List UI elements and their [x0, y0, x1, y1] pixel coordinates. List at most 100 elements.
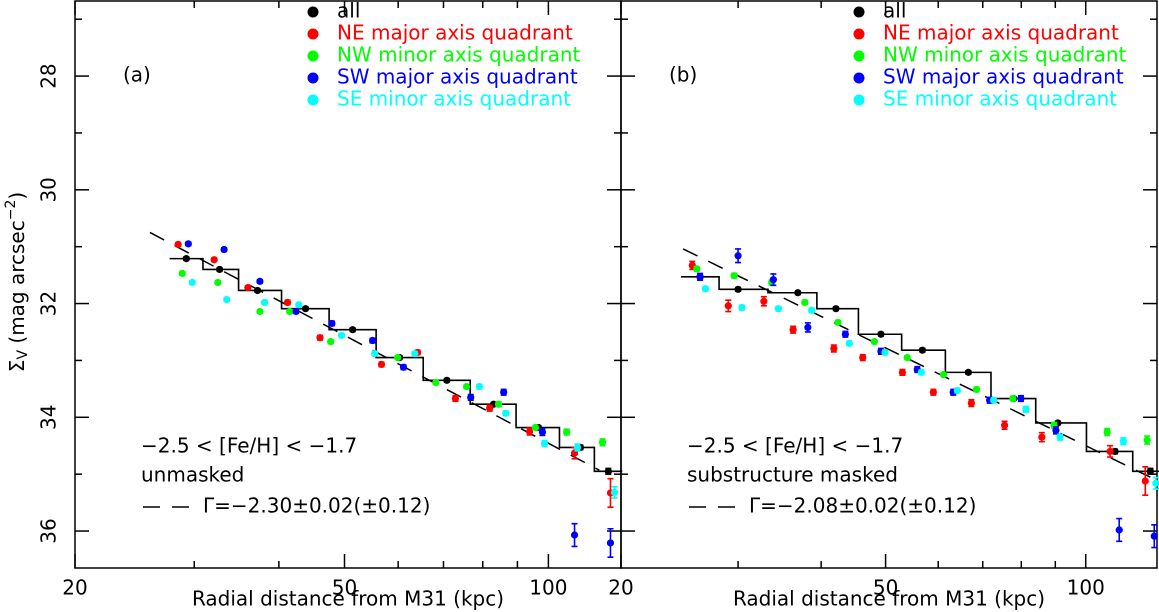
data-point — [411, 349, 419, 358]
data-point — [283, 298, 292, 307]
data-point — [1017, 394, 1025, 403]
data-point — [789, 326, 797, 334]
data-point — [525, 427, 534, 436]
data-point — [738, 303, 746, 312]
y-tick-label: 32 — [37, 291, 61, 316]
data-point — [292, 307, 300, 316]
data-point — [174, 240, 182, 249]
data-point — [295, 301, 303, 309]
data-point — [256, 307, 264, 316]
data-point — [184, 240, 192, 248]
data-point — [918, 346, 926, 354]
legend-marker — [853, 6, 865, 18]
panel-label: (a) — [123, 63, 151, 87]
data-point — [794, 289, 802, 297]
legend-marker — [853, 28, 865, 40]
data-point — [462, 382, 471, 391]
data-point — [808, 306, 816, 314]
x-tick-label: 100 — [1067, 576, 1105, 600]
data-point — [538, 428, 547, 436]
data-point — [443, 376, 451, 384]
data-point — [570, 531, 579, 539]
data-point — [244, 284, 252, 292]
data-point — [1022, 405, 1030, 413]
data-point — [371, 349, 379, 358]
annotation-mask: unmasked — [141, 463, 244, 487]
data-point — [610, 488, 619, 496]
data-point — [693, 265, 701, 273]
data-point — [760, 297, 768, 305]
annotation-feh: −2.5 < [Fe/H] < −1.7 — [687, 434, 903, 458]
data-point — [917, 368, 925, 376]
legend-marker — [307, 28, 319, 40]
legend-marker — [307, 72, 319, 84]
data-point — [1119, 437, 1127, 445]
x-tick-label: 50 — [873, 576, 898, 600]
legend-label: SW major axis quadrant — [337, 65, 578, 89]
y-axis-label: ΣV (mag arcsec−2) — [3, 192, 31, 372]
legend-marker — [853, 50, 865, 62]
data-point — [301, 305, 310, 313]
data-point — [178, 269, 186, 278]
y-tick-label: 28 — [37, 63, 61, 88]
data-point — [734, 252, 742, 260]
data-point — [696, 273, 704, 281]
legend-label: NE major axis quadrant — [337, 21, 573, 45]
annotation-mask: substructure masked — [687, 463, 898, 487]
data-point — [604, 467, 612, 475]
plot-frame — [620, 0, 1158, 569]
x-axis-label: Radial distance from M31 (kpc) — [733, 587, 1045, 611]
data-point — [598, 438, 607, 446]
data-point — [845, 339, 853, 347]
y-axis-label-part: ) — [5, 192, 29, 200]
legend-marker — [307, 6, 319, 18]
data-point — [316, 334, 324, 342]
data-point — [327, 338, 335, 346]
data-point — [286, 307, 294, 316]
legend-label: SE minor axis quadrant — [337, 87, 571, 111]
data-point — [881, 348, 889, 357]
data-point — [967, 399, 975, 407]
data-point — [830, 344, 838, 353]
data-point — [929, 388, 937, 396]
data-point — [870, 338, 878, 346]
data-point — [467, 393, 475, 401]
data-point — [1038, 433, 1046, 441]
data-point — [953, 386, 961, 395]
legend-label: SW major axis quadrant — [883, 65, 1124, 89]
legend-marker — [853, 94, 865, 106]
data-point — [1056, 433, 1064, 441]
data-point — [774, 305, 783, 313]
data-point — [220, 245, 228, 254]
data-point — [253, 286, 262, 295]
annotation-fit: Γ=−2.30±0.02(±0.12) — [203, 494, 430, 518]
data-point — [832, 305, 840, 313]
data-point — [260, 298, 269, 307]
x-axis-label: Radial distance from M31 (kpc) — [192, 587, 504, 611]
data-point — [1150, 532, 1158, 540]
data-point — [1111, 447, 1119, 456]
data-point — [494, 400, 503, 408]
x-tick-label: 20 — [62, 576, 87, 600]
data-point — [1106, 447, 1114, 456]
data-point — [990, 396, 998, 404]
data-point — [563, 428, 571, 436]
data-point — [377, 360, 386, 369]
y-axis-label-part: (mag arcsec — [5, 220, 29, 350]
legend-label: all — [337, 0, 360, 23]
data-point — [1146, 467, 1154, 475]
y-axis-label-part: V — [15, 350, 31, 360]
data-point — [182, 255, 190, 263]
x-tick-label: 100 — [529, 576, 567, 600]
y-tick-label: 30 — [37, 177, 61, 202]
y-tick-label: 34 — [37, 405, 61, 430]
data-point — [859, 353, 867, 362]
data-point — [475, 382, 484, 391]
data-point — [1115, 526, 1123, 534]
data-point — [256, 277, 264, 285]
data-point — [210, 256, 218, 264]
data-point — [769, 276, 777, 284]
data-point — [394, 353, 402, 362]
data-point — [349, 326, 357, 334]
data-point — [877, 330, 885, 338]
